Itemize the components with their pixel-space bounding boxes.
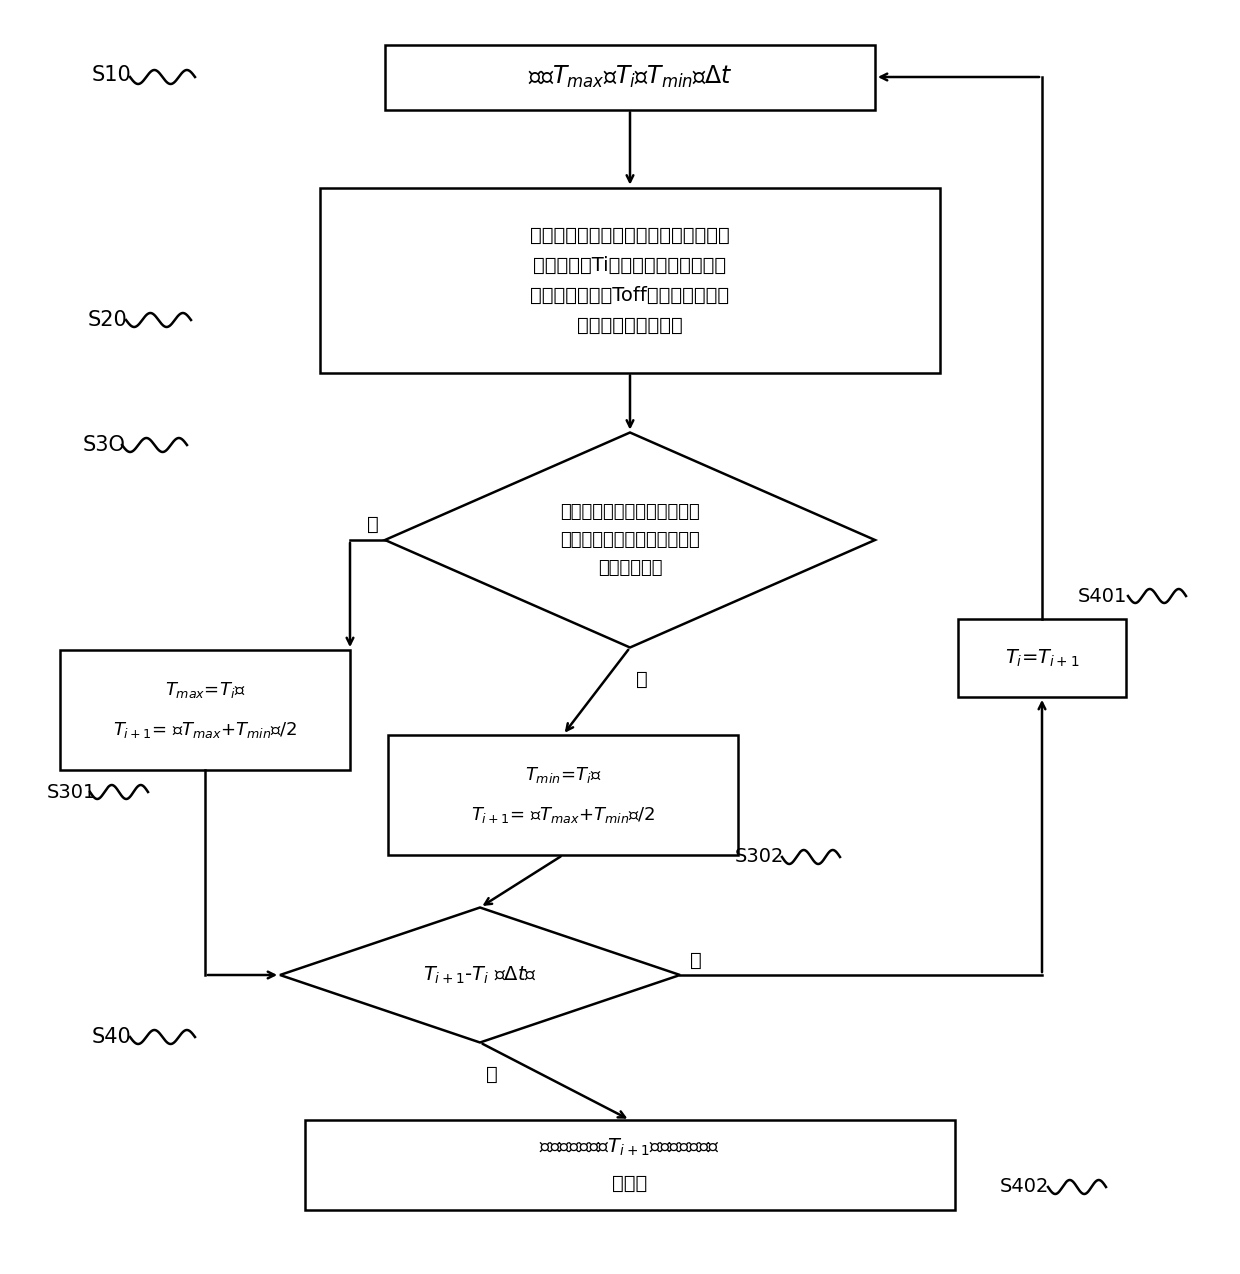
Text: S40: S40	[92, 1027, 131, 1047]
Bar	[305, 1120, 955, 1210]
Text: $T_{max}$=$T_i$，: $T_{max}$=$T_i$，	[165, 680, 246, 699]
Bar	[60, 650, 350, 769]
Text: 位于后续某个上升沿过零点的: 位于后续某个上升沿过零点的	[560, 531, 699, 549]
Bar	[384, 45, 875, 110]
Text: S301: S301	[47, 782, 97, 801]
Text: 确定延时时间为$T_{i+1}$，结束延时时间: 确定延时时间为$T_{i+1}$，结束延时时间	[539, 1136, 720, 1158]
Text: 是: 是	[636, 670, 647, 688]
Text: S302: S302	[735, 847, 785, 866]
Text: S20: S20	[88, 310, 128, 330]
Text: $T_i$=$T_{i+1}$: $T_i$=$T_{i+1}$	[1004, 647, 1079, 669]
Text: $T_{i+1}$= （$T_{max}$+$T_{min}$）/2: $T_{i+1}$= （$T_{max}$+$T_{min}$）/2	[471, 805, 655, 826]
Text: S401: S401	[1078, 586, 1127, 605]
Bar	[388, 735, 738, 855]
Text: 否: 否	[367, 515, 379, 534]
Text: 否: 否	[689, 950, 702, 970]
Text: $T_{min}$=$T_i$，: $T_{min}$=$T_i$，	[525, 764, 601, 785]
Text: S3O: S3O	[83, 434, 126, 455]
Text: 时间点之前？: 时间点之前？	[598, 559, 662, 577]
Text: S10: S10	[92, 65, 131, 85]
Text: $T_{i+1}$-$T_i$ ＜$\Delta t$？: $T_{i+1}$-$T_i$ ＜$\Delta t$？	[423, 964, 537, 986]
Text: 控制器延时Ti时间发出继电器释放信: 控制器延时Ti时间发出继电器释放信	[533, 256, 727, 274]
Text: 继电器触点释放的时间点是否: 继电器触点释放的时间点是否	[560, 503, 699, 521]
Bar	[959, 619, 1126, 697]
Text: S402: S402	[999, 1177, 1049, 1196]
Polygon shape	[384, 432, 875, 647]
Text: $T_{i+1}$= （$T_{max}$+$T_{min}$）/2: $T_{i+1}$= （$T_{max}$+$T_{min}$）/2	[113, 720, 296, 740]
Text: 作，继电器触点释放: 作，继电器触点释放	[577, 316, 683, 335]
Polygon shape	[280, 907, 680, 1042]
Text: 是: 是	[486, 1065, 498, 1083]
Bar	[320, 187, 940, 372]
Text: 的获取: 的获取	[613, 1173, 647, 1192]
Text: 设置$T_{max}$、$T_i$、$T_{min}$、$\Delta t$: 设置$T_{max}$、$T_i$、$T_{min}$、$\Delta t$	[527, 64, 733, 90]
Text: 获取交流电流上升沿的过零点信号后，: 获取交流电流上升沿的过零点信号后，	[531, 225, 730, 245]
Text: 号，继电器经过Toff时间完成释放动: 号，继电器经过Toff时间完成释放动	[531, 285, 729, 304]
